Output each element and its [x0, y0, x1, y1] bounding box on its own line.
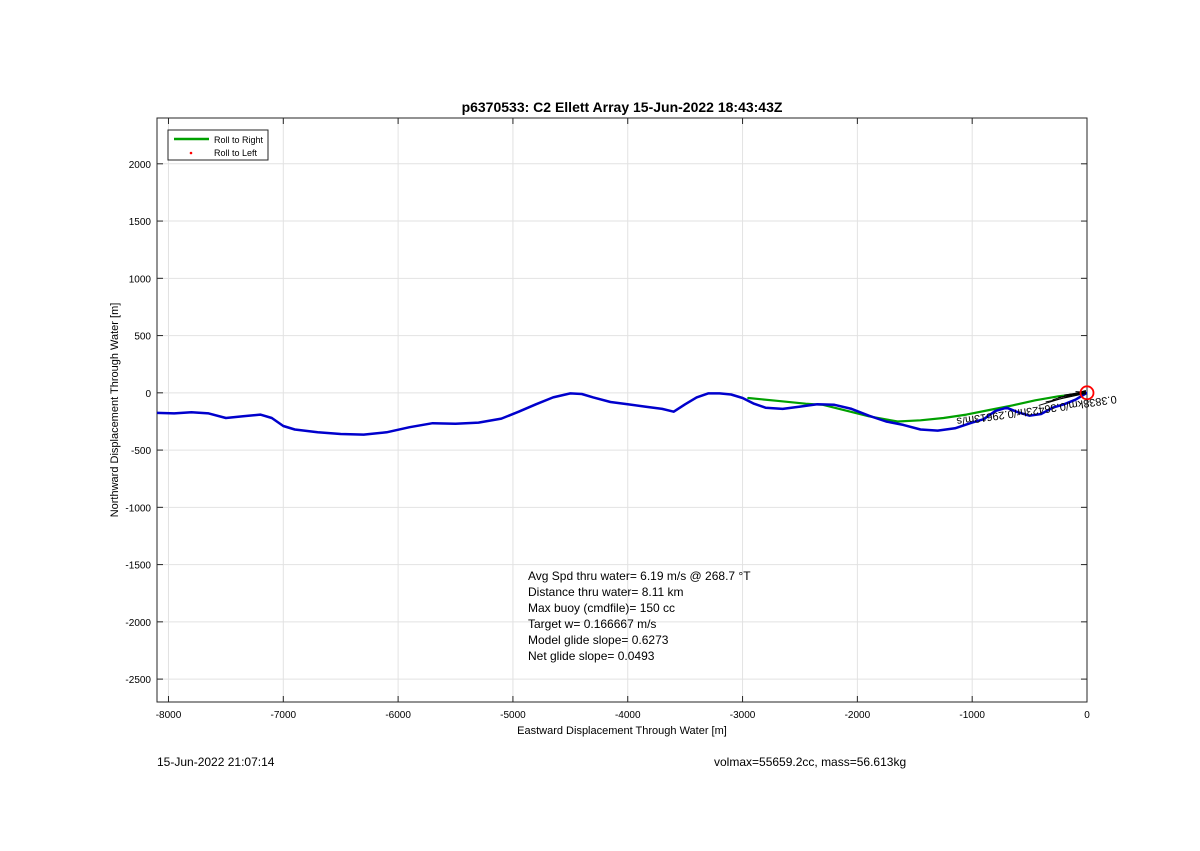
stats-line: Max buoy (cmdfile)= 150 cc — [528, 601, 675, 615]
current-vector — [1045, 392, 1086, 403]
x-tick-label: -3000 — [730, 710, 756, 721]
plot-area — [157, 118, 1087, 702]
legend-dot-roll-to-left — [189, 151, 193, 155]
x-tick-label: -5000 — [500, 710, 526, 721]
legend-label-roll-to-right: Roll to Right — [214, 135, 264, 145]
x-tick-label: -8000 — [156, 710, 182, 721]
legend: Roll to Right Roll to Left — [167, 129, 269, 161]
y-tick-label: 500 — [134, 332, 151, 343]
legend-box — [167, 129, 269, 161]
x-tick-label: -2000 — [845, 710, 871, 721]
start-marker — [1079, 385, 1095, 401]
y-tick-label: 0 — [145, 389, 151, 400]
plot-timestamp: 15-Jun-2022 21:07:14 — [157, 755, 275, 769]
x-tick-label: -6000 — [385, 710, 411, 721]
stats-line: Net glide slope= 0.0493 — [528, 649, 655, 663]
y-tick-label: -1500 — [125, 561, 151, 572]
y-tick-label: -500 — [131, 446, 151, 457]
axes-box — [156, 117, 1088, 703]
stats-line: Distance thru water= 8.11 km — [528, 585, 684, 599]
y-tick-label: -1000 — [125, 503, 151, 514]
y-tick-label: -2500 — [125, 675, 151, 686]
volmax-mass-label: volmax=55659.2cc, mass=56.613kg — [714, 755, 907, 769]
series-line-track — [157, 391, 1087, 436]
y-tick-label: 1000 — [129, 274, 152, 285]
stats-annotation: Avg Spd thru water= 6.19 m/s @ 268.7 °T D… — [528, 569, 751, 663]
stats-line: Model glide slope= 0.6273 — [528, 633, 669, 647]
y-tick-label: 2000 — [129, 160, 152, 171]
data-layer — [157, 390, 1087, 436]
x-tick-label: -1000 — [959, 710, 985, 721]
y-tick-label: 1500 — [129, 217, 152, 228]
chart-title: p6370533: C2 Ellett Array 15-Jun-2022 18… — [462, 99, 783, 115]
x-tick-label: 0 — [1084, 710, 1090, 721]
y-axis-label: Northward Displacement Through Water [m] — [109, 303, 121, 518]
legend-label-roll-to-left: Roll to Left — [214, 148, 258, 158]
x-axis-label: Eastward Displacement Through Water [m] — [517, 725, 727, 737]
y-tick-label: -2000 — [125, 618, 151, 629]
x-tick-label: -7000 — [271, 710, 297, 721]
x-tick-label: -4000 — [615, 710, 641, 721]
stats-line: Target w= 0.166667 m/s — [528, 617, 656, 631]
stats-line: Avg Spd thru water= 6.19 m/s @ 268.7 °T — [528, 569, 751, 583]
